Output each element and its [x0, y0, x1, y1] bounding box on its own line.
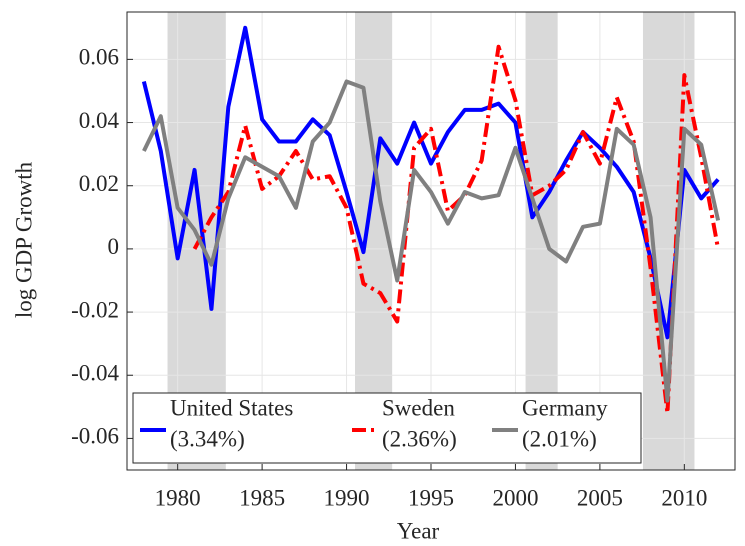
- y-tick-label: 0: [108, 234, 120, 259]
- legend-note: (3.34%): [170, 426, 245, 451]
- y-tick-label: -0.04: [71, 361, 119, 386]
- series-line: [142, 79, 721, 403]
- y-axis-title: log GDP Growth: [11, 161, 36, 318]
- x-tick-label: 1990: [324, 485, 370, 510]
- series-line: [141, 25, 720, 340]
- axes-frame: [126, 11, 736, 471]
- x-tick-label: 1985: [239, 485, 285, 510]
- y-tick-label: 0.02: [79, 171, 119, 196]
- legend-box: [132, 392, 642, 464]
- legend-label: Sweden: [382, 395, 455, 420]
- legend: United States (3.34%) Sweden (2.36%) Germany…: [132, 392, 642, 464]
- x-tick-label: 2010: [661, 485, 707, 510]
- y-tick-label: 0.04: [79, 108, 120, 133]
- y-tick-label: -0.02: [71, 297, 119, 322]
- legend-label: Germany: [522, 395, 608, 420]
- x-tick-label: 1980: [155, 485, 201, 510]
- y-tick-label: 0.06: [79, 45, 119, 70]
- legend-note: (2.36%): [382, 426, 457, 451]
- x-axis-title: Year: [397, 518, 440, 543]
- y-tick-label: -0.06: [71, 424, 119, 449]
- legend-label: United States: [170, 395, 293, 420]
- x-tick-label: 2005: [577, 485, 623, 510]
- x-tick-label: 2000: [492, 485, 538, 510]
- legend-note: (2.01%): [522, 426, 597, 451]
- series-line: [192, 44, 721, 416]
- x-tick-label: 1995: [408, 485, 454, 510]
